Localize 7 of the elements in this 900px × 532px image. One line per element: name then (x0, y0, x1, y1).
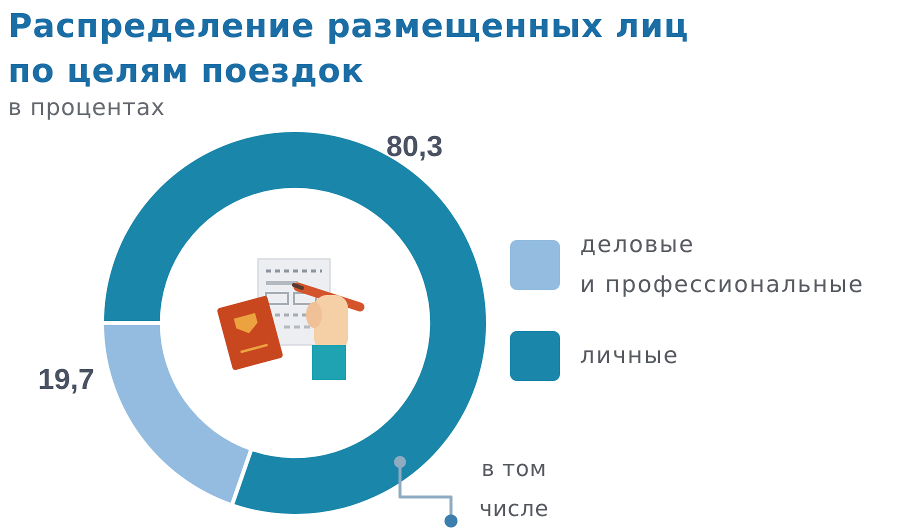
data-label: 19,7 (38, 364, 94, 396)
legend-label: личные (580, 342, 680, 371)
text: в том числе (478, 456, 550, 524)
legend-label: деловые и профессиональные (580, 231, 866, 300)
chart-subtitle: в процентах (8, 94, 166, 122)
data-label: 80,3 (386, 130, 443, 163)
chart-title: Распределение размещенных лиц по целям поездок (8, 5, 690, 92)
